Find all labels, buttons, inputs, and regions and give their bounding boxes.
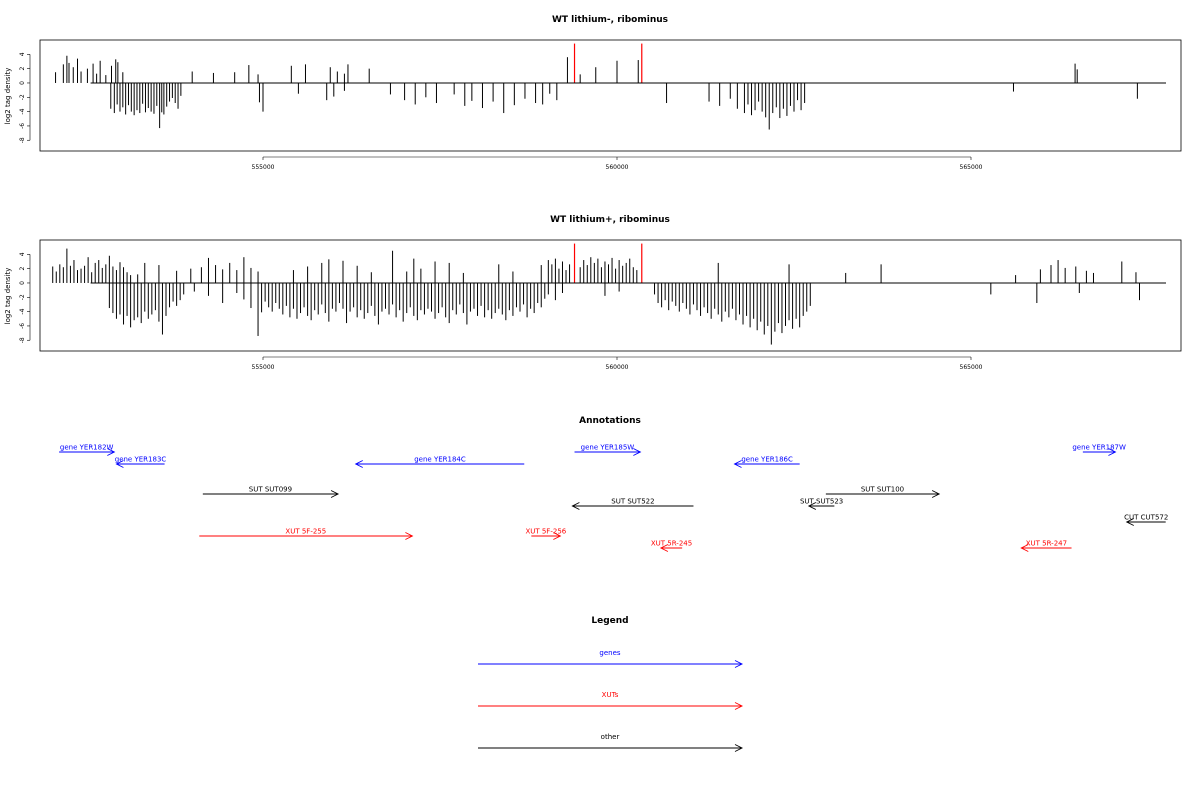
- y-tick-label: -2: [19, 94, 26, 100]
- legend-label-other: other: [601, 733, 620, 741]
- track-wt-lithium-minus: WT lithium-, ribominus log2 tag density …: [4, 15, 1182, 171]
- annotation-label: XUT 5R-247: [1026, 540, 1067, 548]
- annotation-arrow-head: [115, 460, 124, 468]
- y-axis-label: log2 tag density: [4, 68, 12, 125]
- legend-label-genes: genes: [599, 649, 620, 657]
- y-tick-label: 0: [19, 281, 26, 285]
- annotation-arrow-head: [354, 460, 363, 468]
- y-tick-label: -2: [19, 294, 26, 300]
- annotation-arrow-head: [733, 460, 742, 468]
- annotation-arrow-head: [1020, 544, 1029, 552]
- annotation-arrow-head: [107, 448, 116, 456]
- legend-arrow-head: [734, 702, 744, 710]
- annotation-arrow-head: [633, 448, 642, 456]
- annotation-label: CUT CUT572: [1124, 514, 1168, 522]
- annotation-label: XUT 5F-256: [525, 528, 566, 536]
- track-title: WT lithium+, ribominus: [550, 215, 670, 225]
- y-tick-label: -4: [19, 108, 26, 114]
- y-tick-label: -8: [19, 337, 26, 343]
- legend-label-xuts: XUTs: [602, 691, 619, 699]
- annotation-arrow-head: [659, 544, 669, 552]
- annotation-label: gene YER185W: [581, 444, 635, 452]
- plot-frame: [39, 39, 1182, 152]
- annotation-label: XUT 5F-255: [285, 528, 326, 536]
- x-tick-label: 565000: [960, 364, 983, 371]
- y-tick-label: -4: [19, 308, 26, 314]
- annotation-arrow-head: [330, 490, 340, 498]
- legend-panel: Legend genes XUTs other: [478, 616, 744, 752]
- y-tick-label: -6: [19, 323, 26, 329]
- y-tick-label: 4: [19, 252, 26, 256]
- annotation-arrow-head: [931, 490, 941, 498]
- annotation-label: gene YER183C: [115, 456, 167, 464]
- legend-arrow-head: [734, 660, 744, 668]
- y-tick-label: -8: [19, 137, 26, 143]
- track-title: WT lithium-, ribominus: [552, 15, 668, 25]
- annotation-arrow-head: [1108, 448, 1117, 456]
- y-axis-label: log2 tag density: [4, 268, 12, 325]
- annotation-label: XUT 5R-245: [651, 540, 692, 548]
- y-tick-label: 0: [19, 81, 26, 85]
- y-tick-label: 2: [19, 267, 26, 271]
- y-tick-label: 2: [19, 67, 26, 71]
- legend-arrow-head: [734, 744, 744, 752]
- x-tick-label: 555000: [252, 364, 275, 371]
- annotation-label: SUT SUT522: [611, 498, 654, 506]
- x-tick-label: 560000: [606, 364, 629, 371]
- x-tick-label: 560000: [606, 164, 629, 171]
- x-tick-label: 555000: [252, 164, 275, 171]
- annotation-arrow-head: [807, 502, 817, 510]
- annotations-title: Annotations: [579, 416, 641, 426]
- annotation-arrow-head: [553, 532, 562, 540]
- annotation-arrow-head: [1125, 518, 1134, 526]
- annotation-label: SUT SUT100: [861, 486, 904, 494]
- track-wt-lithium-plus: WT lithium+, ribominus log2 tag density …: [4, 215, 1182, 371]
- annotation-label: SUT SUT099: [249, 486, 292, 494]
- annotation-arrow-head: [571, 502, 580, 510]
- annotation-label: gene YER182W: [60, 444, 114, 452]
- annotation-label: gene YER187W: [1072, 444, 1126, 452]
- annotation-arrow-head: [405, 532, 414, 540]
- annotation-label: SUT SUT523: [800, 498, 843, 506]
- y-tick-label: 4: [19, 52, 26, 56]
- annotation-label: gene YER184C: [414, 456, 466, 464]
- annotation-label: gene YER186C: [741, 456, 793, 464]
- y-tick-label: -6: [19, 123, 26, 129]
- legend-title: Legend: [591, 616, 628, 626]
- x-tick-label: 565000: [960, 164, 983, 171]
- plot-frame: [39, 239, 1182, 352]
